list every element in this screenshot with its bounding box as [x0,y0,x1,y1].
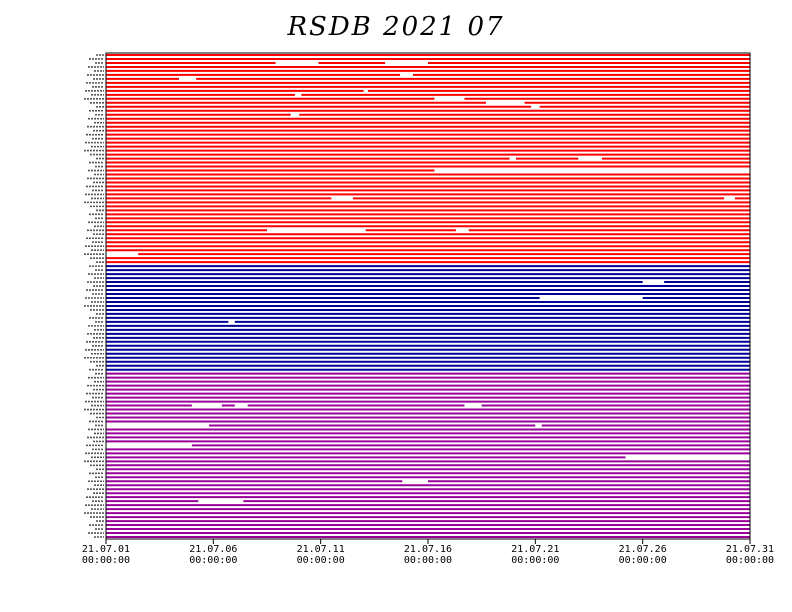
x-tick-label: 21.07.06 00:00:00 [173,544,253,566]
data-gap [434,168,750,173]
data-gap [724,196,735,201]
x-tick-label: 21.07.11 00:00:00 [281,544,361,566]
data-gap [331,196,353,201]
data-gap [178,77,197,81]
x-tick-date: 21.07.26 [618,544,667,555]
x-axis-ticks [105,539,751,544]
data-gap [106,423,210,428]
data-gap [642,280,665,284]
data-gap [191,403,222,408]
data-gap [402,479,428,483]
x-tick-time: 00:00:00 [296,555,345,566]
row-labels [84,54,104,538]
data-gap [198,499,244,503]
x-tick-date: 21.07.31 [725,544,775,555]
data-gap [363,89,368,93]
data-gap [267,228,366,232]
data-gap [228,320,235,324]
data-gap [400,73,413,77]
data-gap [234,403,248,408]
data-gap [485,101,525,105]
data-gap [578,156,602,161]
x-tick-date: 21.07.16 [403,544,453,555]
x-tick-time: 00:00:00 [618,555,667,566]
data-gap [294,93,302,97]
data-gap [275,61,319,65]
x-tick-label: 21.07.31 00:00:00 [710,544,790,566]
data-gap [535,423,542,428]
x-tick-label: 21.07.21 00:00:00 [495,544,575,566]
data-gap [434,97,465,101]
x-tick-time: 00:00:00 [511,555,560,566]
data-gap [106,252,139,256]
data-gap [385,61,428,65]
data-gap [625,455,750,459]
data-gap [455,228,469,232]
x-tick-label: 21.07.26 00:00:00 [603,544,683,566]
data-gap [509,156,517,161]
x-tick-time: 00:00:00 [403,555,453,566]
x-tick-time: 00:00:00 [725,555,775,566]
x-tick-date: 21.07.21 [511,544,560,555]
x-tick-time: 00:00:00 [189,555,238,566]
data-gaps [106,61,750,503]
x-tick-label: 21.07.16 00:00:00 [388,544,468,566]
data-gap [539,296,643,300]
chart-title: RSDB 2021 07 [287,12,505,42]
x-tick-date: 21.07.11 [296,544,345,555]
data-rows [106,53,750,539]
x-tick-time: 00:00:00 [81,555,131,566]
data-gap [290,113,300,117]
x-tick-label: 21.07.01 00:00:00 [66,544,146,566]
data-gap [464,403,482,408]
x-tick-date: 21.07.01 [81,544,131,555]
data-gap [531,105,540,109]
data-gap [106,443,192,447]
x-tick-date: 21.07.06 [189,544,238,555]
